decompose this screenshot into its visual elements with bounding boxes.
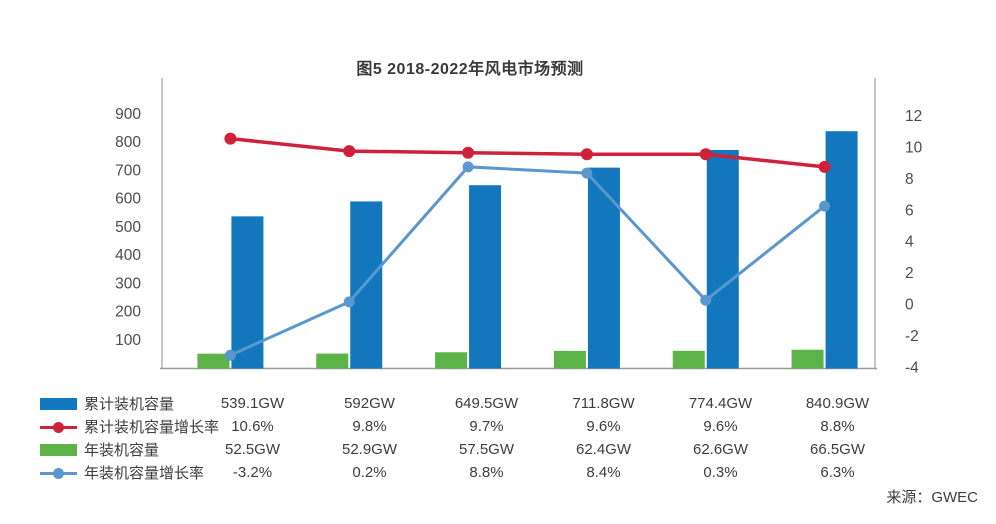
table-value: 8.8% xyxy=(820,418,855,435)
table-value: 9.6% xyxy=(586,418,621,435)
table-value: 62.6GW xyxy=(692,441,749,458)
svg-text:10: 10 xyxy=(905,140,923,157)
legend-table: 累计装机容量 539.1GW 592GW 649.5GW 711.8GW 774… xyxy=(40,392,896,484)
table-value: 9.8% xyxy=(352,418,387,435)
table-value: 57.5GW xyxy=(458,441,515,458)
svg-text:4: 4 xyxy=(905,234,914,251)
svg-text:6: 6 xyxy=(905,202,914,219)
bar-swatch-icon xyxy=(40,443,77,456)
legend-swatch-annual-capacity xyxy=(40,443,84,456)
svg-text:100: 100 xyxy=(115,332,141,349)
table-value: 0.2% xyxy=(352,464,387,481)
legend-label-cumulative-capacity: 累计装机容量 xyxy=(84,396,175,413)
svg-text:-2: -2 xyxy=(905,328,919,345)
source-attribution: 来源：GWEC xyxy=(886,489,978,506)
table-value: 8.8% xyxy=(469,464,504,481)
legend-label-annual-capacity: 年装机容量 xyxy=(84,442,160,459)
svg-text:200: 200 xyxy=(115,304,141,321)
table-value: 8.4% xyxy=(586,464,621,481)
chart-title: 图5 2018-2022年风电市场预测 xyxy=(356,61,584,78)
table-value: 711.8GW xyxy=(572,395,635,412)
svg-text:-4: -4 xyxy=(905,359,919,376)
svg-text:500: 500 xyxy=(115,219,141,236)
legend-swatch-cumulative-growth xyxy=(40,421,84,433)
svg-text:600: 600 xyxy=(115,191,141,208)
table-value: 66.5GW xyxy=(809,441,866,458)
legend-swatch-cumulative-capacity xyxy=(40,397,84,410)
table-value: 10.6% xyxy=(231,418,274,435)
svg-text:0: 0 xyxy=(905,297,914,314)
line-marker-swatch-icon xyxy=(40,467,77,479)
table-value: 62.4GW xyxy=(575,441,632,458)
table-value: 9.6% xyxy=(703,418,738,435)
table-value: 52.5GW xyxy=(224,441,281,458)
svg-text:300: 300 xyxy=(115,275,141,292)
legend-label-cumulative-growth: 累计装机容量增长率 xyxy=(84,419,220,436)
table-value: -3.2% xyxy=(232,464,273,481)
table-value: 539.1GW xyxy=(220,395,285,412)
svg-text:2: 2 xyxy=(905,265,914,282)
svg-text:12: 12 xyxy=(905,108,922,125)
table-value: 592GW xyxy=(344,395,395,412)
svg-text:900: 900 xyxy=(115,106,141,123)
legend-swatch-annual-growth xyxy=(40,467,84,479)
table-value: 6.3% xyxy=(820,464,855,481)
table-value: 774.4GW xyxy=(688,395,753,412)
svg-text:700: 700 xyxy=(115,162,141,179)
table-value: 649.5GW xyxy=(454,395,519,412)
svg-text:8: 8 xyxy=(905,171,914,188)
bar-swatch-icon xyxy=(40,397,77,410)
line-marker-swatch-icon xyxy=(40,421,77,433)
table-value: 0.3% xyxy=(703,464,738,481)
table-value: 9.7% xyxy=(469,418,504,435)
table-value: 840.9GW xyxy=(805,395,870,412)
svg-text:800: 800 xyxy=(115,134,141,151)
svg-text:400: 400 xyxy=(115,247,141,264)
table-value: 52.9GW xyxy=(341,441,398,458)
legend-label-annual-growth: 年装机容量增长率 xyxy=(84,465,205,482)
